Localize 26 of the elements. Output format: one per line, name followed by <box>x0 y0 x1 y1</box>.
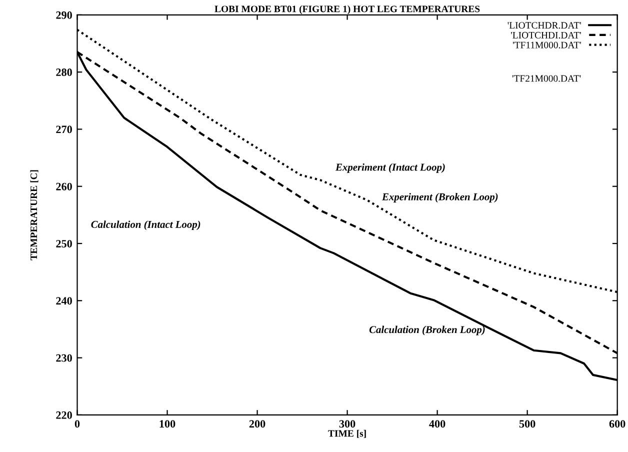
y-tick-label: 290 <box>56 11 72 19</box>
annotation: 'TF21M000.DAT' <box>512 75 581 82</box>
x-tick-label: 400 <box>429 420 446 428</box>
y-tick-label: 230 <box>56 354 72 362</box>
x-tick-label: 200 <box>249 420 266 428</box>
x-tick-label: 0 <box>74 420 80 428</box>
legend-label: 'LIOTCHDI.DAT' <box>511 32 581 39</box>
legend-label: 'TF11M000.DAT' <box>512 42 581 48</box>
x-tick-label: 600 <box>609 420 626 428</box>
legend-label: 'LIOTCHDR.DAT' <box>508 22 581 29</box>
y-axis-title: TEMPERATURE [C] <box>30 170 38 260</box>
y-tick-label: 270 <box>56 126 72 134</box>
x-tick-label: 100 <box>160 420 176 428</box>
chart-title: LOBI MODE BT01 (FIGURE 1) HOT LEG TEMPERATURES <box>214 5 480 14</box>
y-tick-label: 280 <box>56 68 72 76</box>
y-tick-label: 240 <box>56 297 72 305</box>
y-tick-label: 250 <box>56 240 72 248</box>
y-tick-label: 260 <box>56 182 72 190</box>
annotation: Calculation (Intact Loop) <box>91 220 200 230</box>
x-tick-label: 300 <box>339 420 356 428</box>
annotation: Experiment (Intact Loop) <box>335 163 445 173</box>
y-tick-label: 220 <box>56 411 72 419</box>
annotation: Experiment (Broken Loop) <box>382 193 498 202</box>
x-axis-title: TIME [s] <box>328 430 366 438</box>
x-tick-label: 500 <box>519 420 536 428</box>
annotation: Calculation (Broken Loop) <box>369 326 485 336</box>
